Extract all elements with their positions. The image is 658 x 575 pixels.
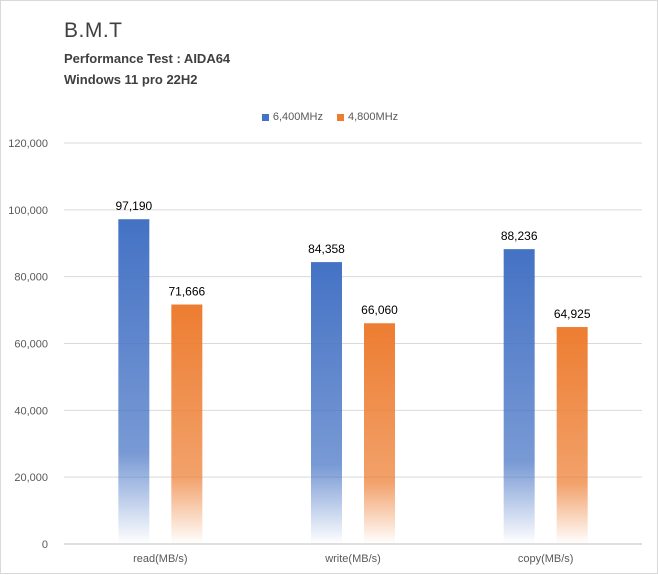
y-tick-label: 100,000: [8, 205, 48, 217]
y-tick-label: 40,000: [14, 405, 48, 417]
x-tick-label: copy(MB/s): [518, 553, 574, 565]
chart-subtitle-test: Performance Test : AIDA64: [64, 51, 231, 66]
bar-series-2: [364, 323, 395, 544]
y-tick-label: 20,000: [14, 472, 48, 484]
x-axis: read(MB/s) write(MB/s) copy(MB/s): [133, 553, 573, 565]
chart-legend: 6,400MHz 4,800MHz: [1, 111, 658, 123]
data-label: 71,666: [168, 285, 205, 299]
bar-series-1: [503, 249, 535, 544]
legend-swatch-series-2: [337, 113, 344, 121]
chart-title: B.M.T: [64, 19, 123, 42]
legend-label-series-1: 6,400MHz: [272, 111, 323, 123]
data-label: 64,925: [554, 307, 591, 321]
x-tick-label: read(MB/s): [133, 553, 187, 565]
bars: 97,190 71,666 84,358 66,060 88,236 64,925: [115, 199, 591, 544]
legend-item-series-2: 4,800MHz: [337, 111, 398, 123]
legend-swatch-series-1: [261, 113, 269, 121]
bar-series-2: [171, 304, 203, 544]
data-label: 84,358: [308, 242, 345, 256]
bar-series-2: [556, 327, 588, 544]
y-tick-label: 120,000: [8, 138, 48, 150]
y-axis: 0 20,000 40,000 60,000 80,000 100,000 120,000: [8, 138, 48, 551]
bar-series-1: [118, 219, 150, 544]
legend-item-series-1: 6,400MHz: [261, 111, 323, 123]
x-tick-label: write(MB/s): [324, 553, 381, 565]
y-tick-label: 0: [42, 539, 48, 551]
y-tick-label: 80,000: [14, 272, 48, 284]
bar-series-1: [311, 262, 342, 544]
y-tick-label: 60,000: [14, 339, 48, 351]
data-label: 88,236: [501, 229, 538, 243]
legend-label-series-2: 4,800MHz: [348, 111, 399, 123]
data-label: 66,060: [361, 303, 398, 317]
chart-subtitle-os: Windows 11 pro 22H2: [64, 72, 198, 87]
gridlines: [64, 142, 642, 545]
data-label: 97,190: [115, 199, 152, 213]
